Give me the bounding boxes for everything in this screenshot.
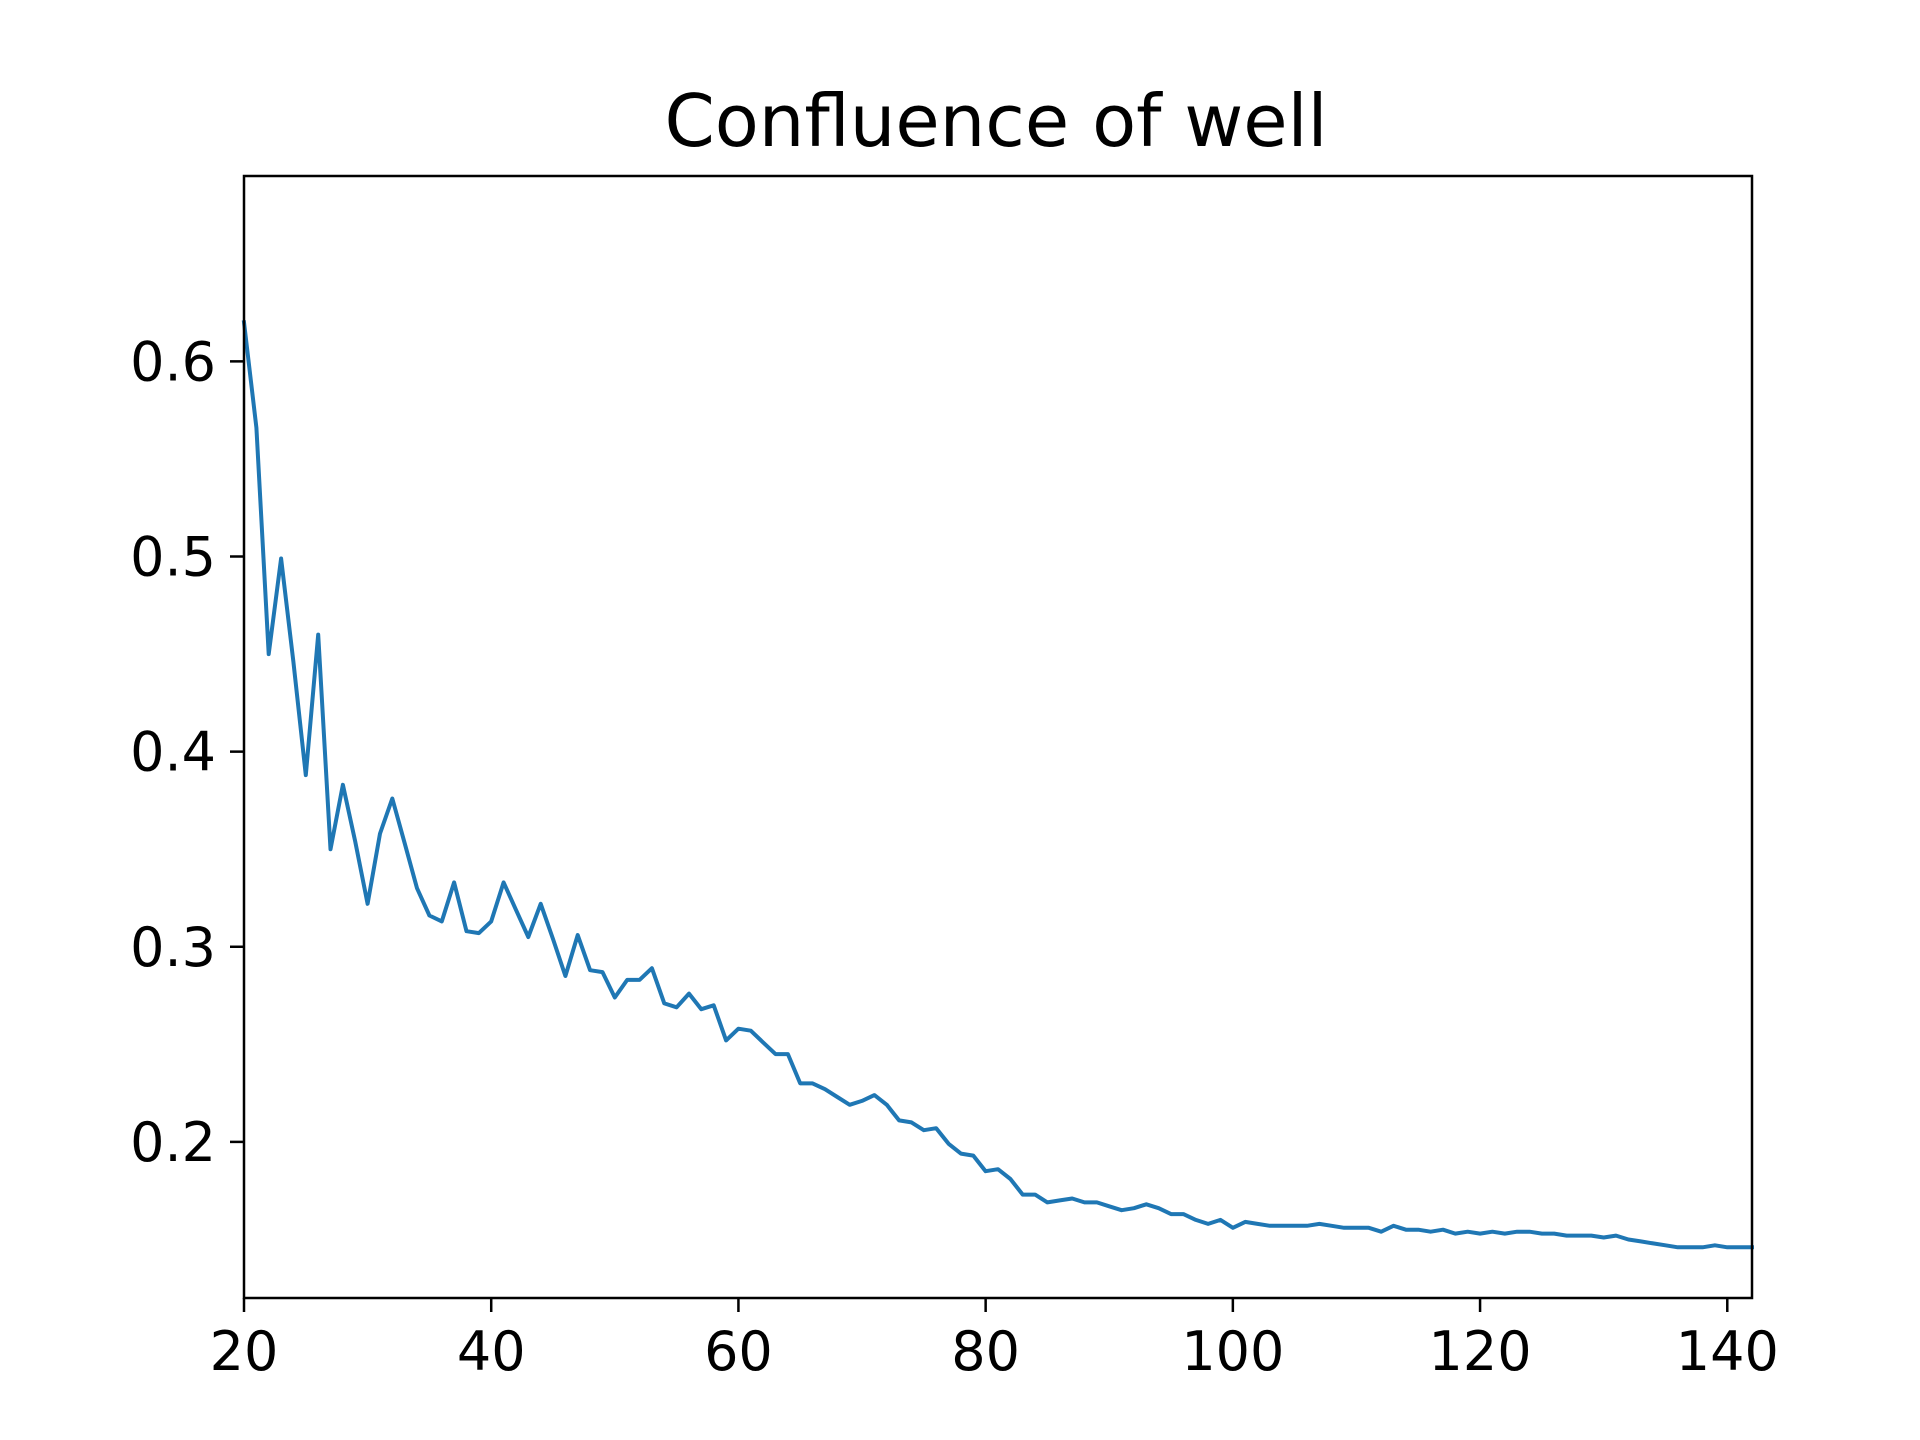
x-axis: 20 40 60 80 100 120 140 [210, 1298, 1779, 1383]
y-tick-label: 0.2 [130, 1111, 216, 1174]
x-tick-label: 100 [1181, 1320, 1284, 1383]
x-tick-label: 80 [951, 1320, 1020, 1383]
series-line [241, 320, 1754, 1250]
y-axis: 0.2 0.3 0.4 0.5 0.6 [130, 330, 244, 1174]
x-tick-label: 40 [457, 1320, 526, 1383]
plot-area [241, 320, 1754, 1250]
y-tick-label: 0.4 [130, 721, 216, 784]
chart-title: Confluence of well [664, 79, 1327, 163]
x-tick-label: 140 [1676, 1320, 1779, 1383]
x-tick-label: 120 [1429, 1320, 1532, 1383]
axes-frame [242, 174, 1754, 1300]
x-tick-label: 20 [210, 1320, 279, 1383]
y-tick-label: 0.6 [130, 330, 216, 393]
x-tick-label: 60 [704, 1320, 773, 1383]
y-tick-label: 0.3 [130, 916, 216, 979]
y-tick-label: 0.5 [130, 526, 216, 589]
